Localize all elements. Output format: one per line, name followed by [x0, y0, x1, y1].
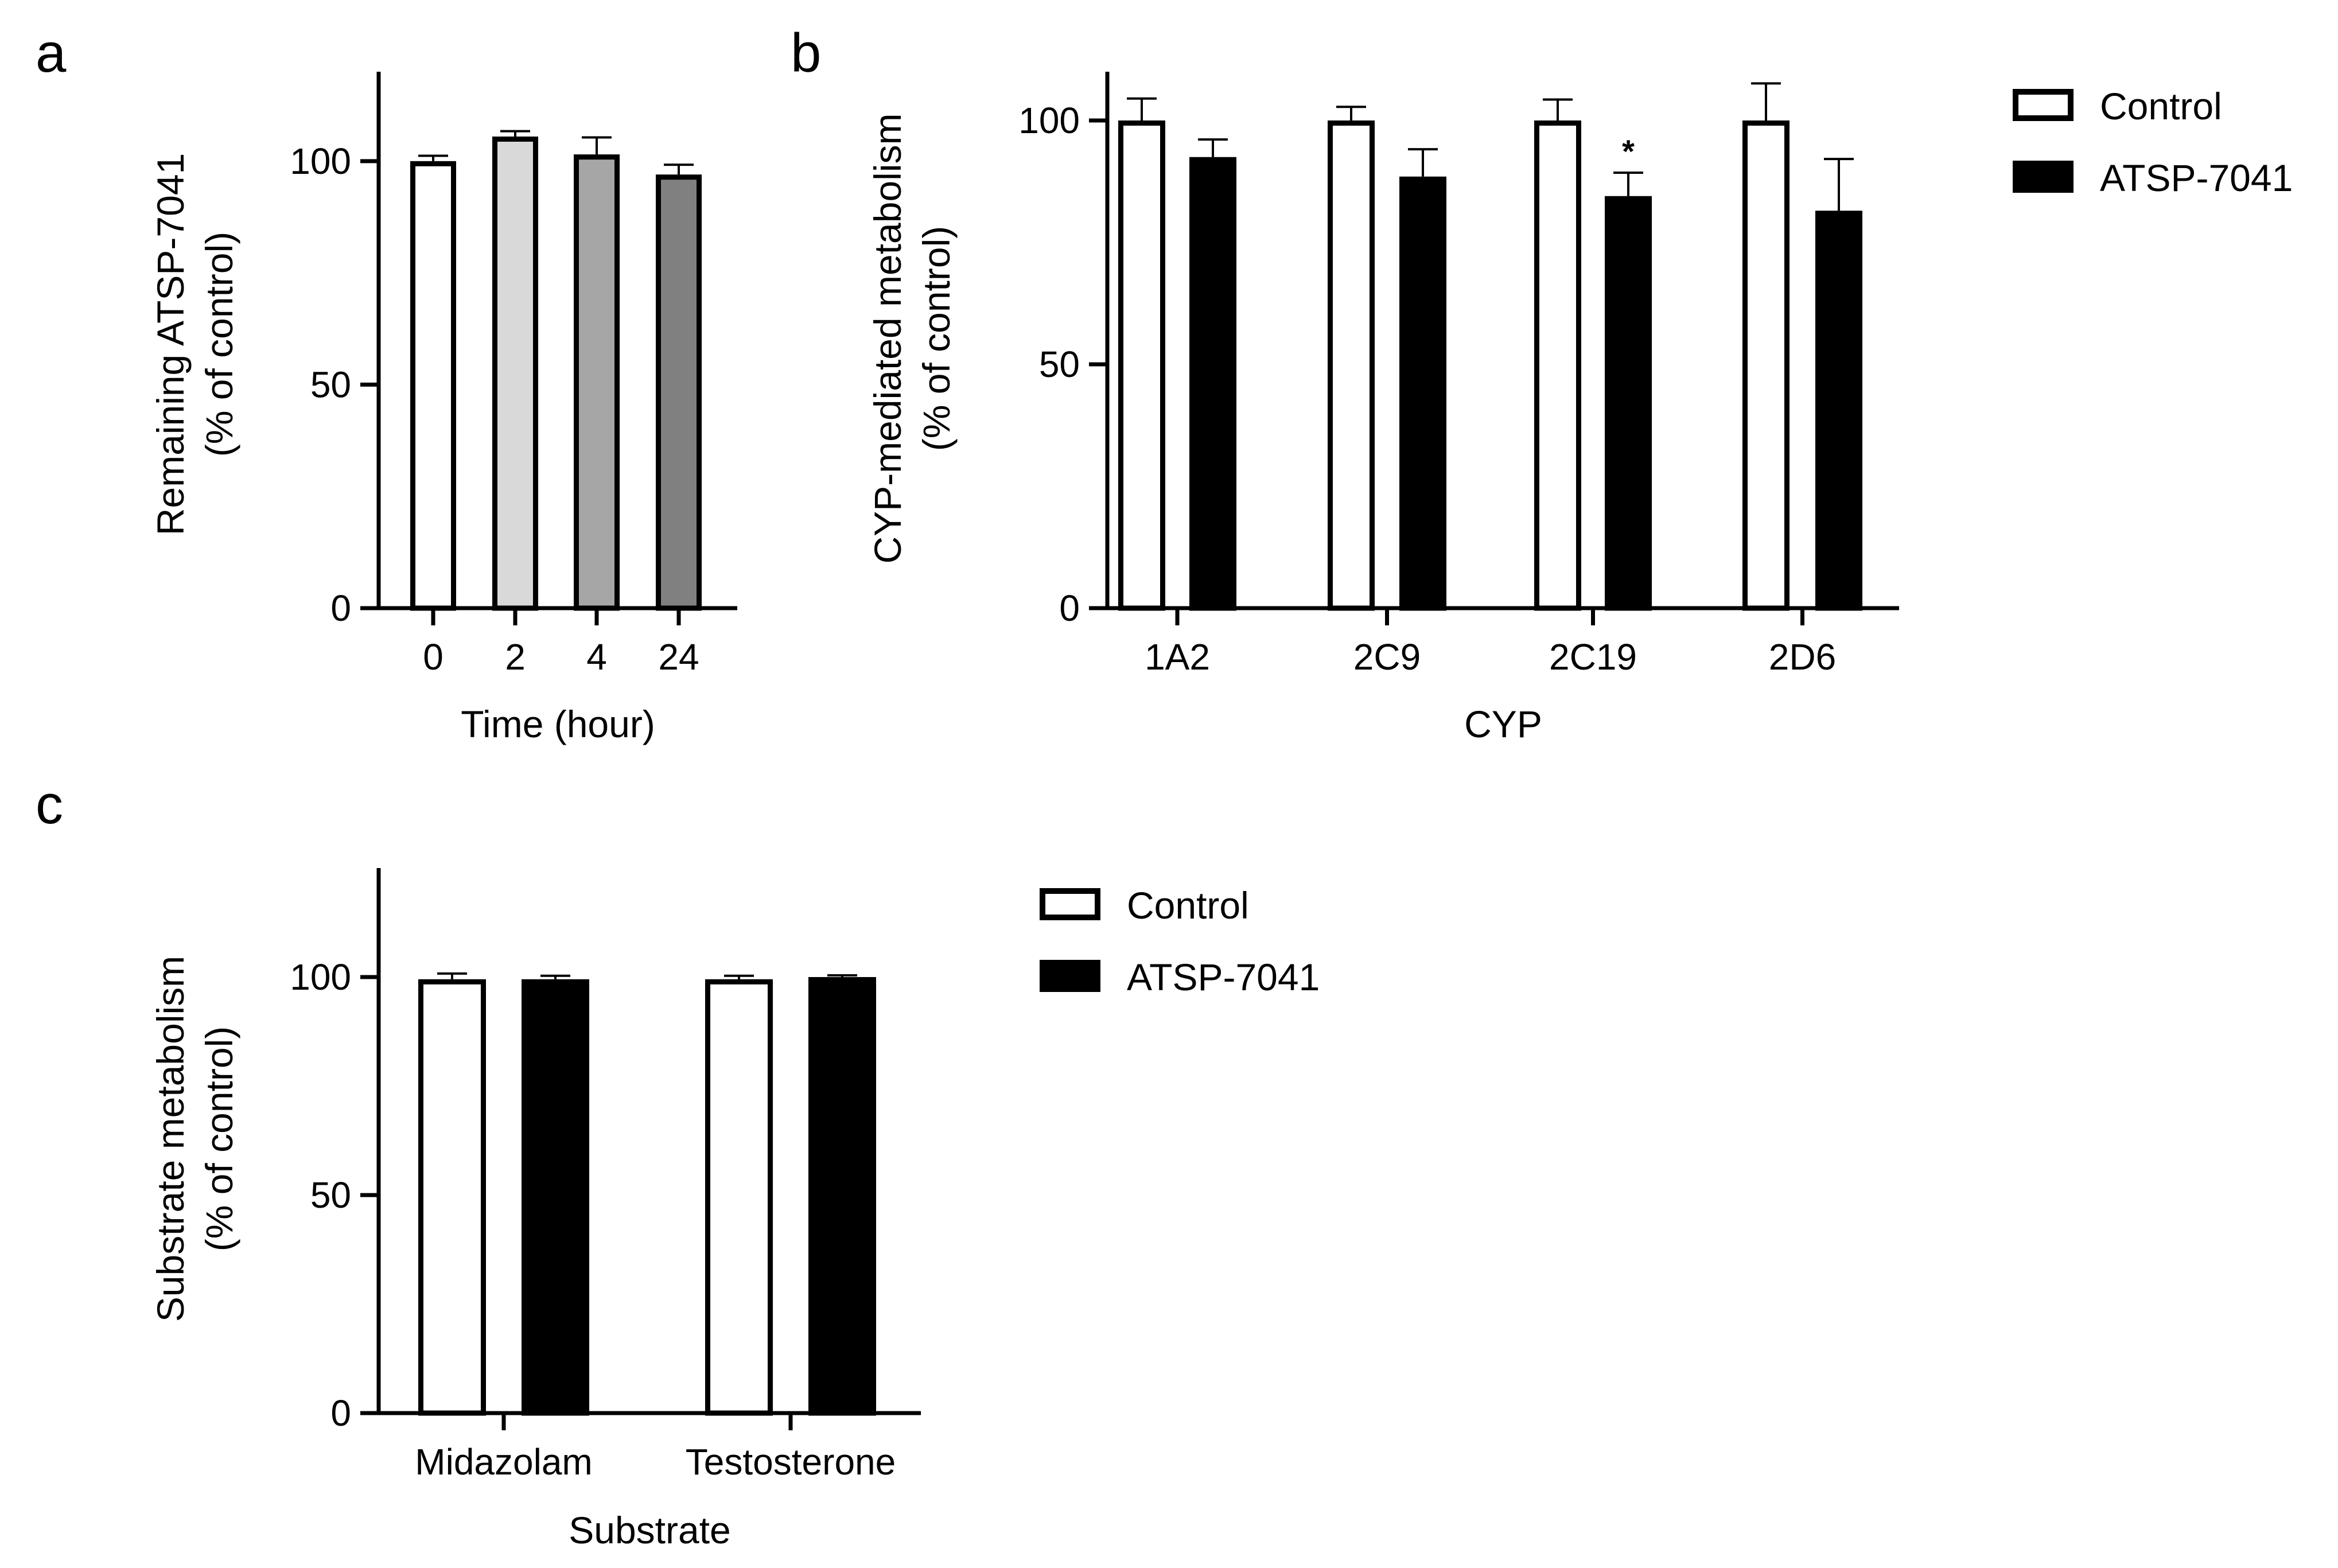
panel-letter: c — [36, 774, 63, 835]
y-tick-label: 0 — [330, 587, 351, 629]
x-axis-title: CYP — [1464, 703, 1542, 745]
bar-remaining-atsp-7041-4 — [574, 154, 620, 611]
panel-letter: b — [791, 22, 821, 84]
bar-remaining-atsp-7041-0 — [410, 161, 456, 611]
bar-control-1a2 — [1118, 120, 1165, 611]
bar-atsp-7041-2c19 — [1605, 196, 1652, 611]
y-tick-label: 100 — [290, 956, 351, 998]
y-axis-title: Remaining ATSP-7041 — [149, 153, 192, 535]
legend-label-control: Control — [2100, 85, 2222, 127]
bar-control-2d6 — [1742, 120, 1790, 611]
bar-control-midazolam — [418, 979, 486, 1416]
bar-atsp-7041-1a2 — [1189, 157, 1236, 611]
x-tick-label: 24 — [658, 636, 699, 678]
x-tick-label: 1A2 — [1145, 636, 1210, 678]
bar-control-testosterone — [705, 979, 773, 1416]
panel-c-chart: c 0 50 100 Substrate metabolism (% of control… — [36, 774, 1320, 1551]
y-tick-label: 0 — [330, 1392, 351, 1434]
y-axis-title: (% of control) — [198, 1026, 240, 1251]
x-axis-title: Substrate — [569, 1509, 731, 1551]
bar-atsp-7041-midazolam — [522, 979, 589, 1416]
bar-atsp-7041-2d6 — [1815, 211, 1862, 611]
bar-atsp-7041-2c9 — [1399, 176, 1446, 611]
x-tick-label: 2 — [505, 636, 526, 678]
legend-label-atsp-7041: ATSP-7041 — [2100, 157, 2293, 199]
legend-swatch-control — [1040, 888, 1100, 920]
y-axis-title: (% of control) — [198, 232, 240, 457]
y-axis-title: (% of control) — [915, 226, 958, 451]
bar-control-2c9 — [1328, 120, 1375, 611]
bar-atsp-7041-testosterone — [808, 977, 876, 1416]
panel-letter: a — [36, 22, 67, 84]
panel-b-chart: b 0 50 100 CYP-mediated metabolism (% of cont… — [791, 22, 2293, 745]
y-tick-label: 100 — [1018, 100, 1080, 141]
x-tick-label: 4 — [586, 636, 607, 678]
y-tick-label: 50 — [310, 364, 351, 405]
x-tick-label: 2C19 — [1549, 636, 1637, 678]
y-tick-label: 50 — [310, 1174, 351, 1216]
legend-label-atsp-7041: ATSP-7041 — [1127, 956, 1320, 998]
x-tick-label: 0 — [423, 636, 444, 678]
x-tick-label: 2C9 — [1353, 636, 1421, 678]
bar-remaining-atsp-7041-24 — [656, 174, 702, 611]
y-axis-title: Substrate metabolism — [149, 956, 192, 1322]
legend-swatch-atsp-7041 — [1040, 960, 1100, 992]
panel-a-chart: a 0 50 100 Remaining ATSP-7041 (% of control)… — [36, 22, 737, 745]
x-tick-label: 2D6 — [1769, 636, 1836, 678]
y-tick-label: 50 — [1039, 344, 1080, 385]
y-tick-label: 100 — [290, 141, 351, 182]
x-tick-label: Midazolam — [415, 1441, 592, 1483]
significance-star: * — [1622, 133, 1635, 169]
x-tick-label: Testosterone — [686, 1441, 896, 1483]
legend-swatch-atsp-7041 — [2013, 161, 2074, 193]
legend-label-control: Control — [1127, 884, 1249, 927]
y-axis-title: CYP-mediated metabolism — [866, 114, 909, 564]
legend-swatch-control — [2013, 89, 2074, 121]
x-axis-title: Time (hour) — [461, 703, 655, 745]
bar-remaining-atsp-7041-2 — [492, 136, 538, 611]
bar-control-2c19 — [1534, 120, 1581, 611]
y-tick-label: 0 — [1059, 587, 1080, 629]
